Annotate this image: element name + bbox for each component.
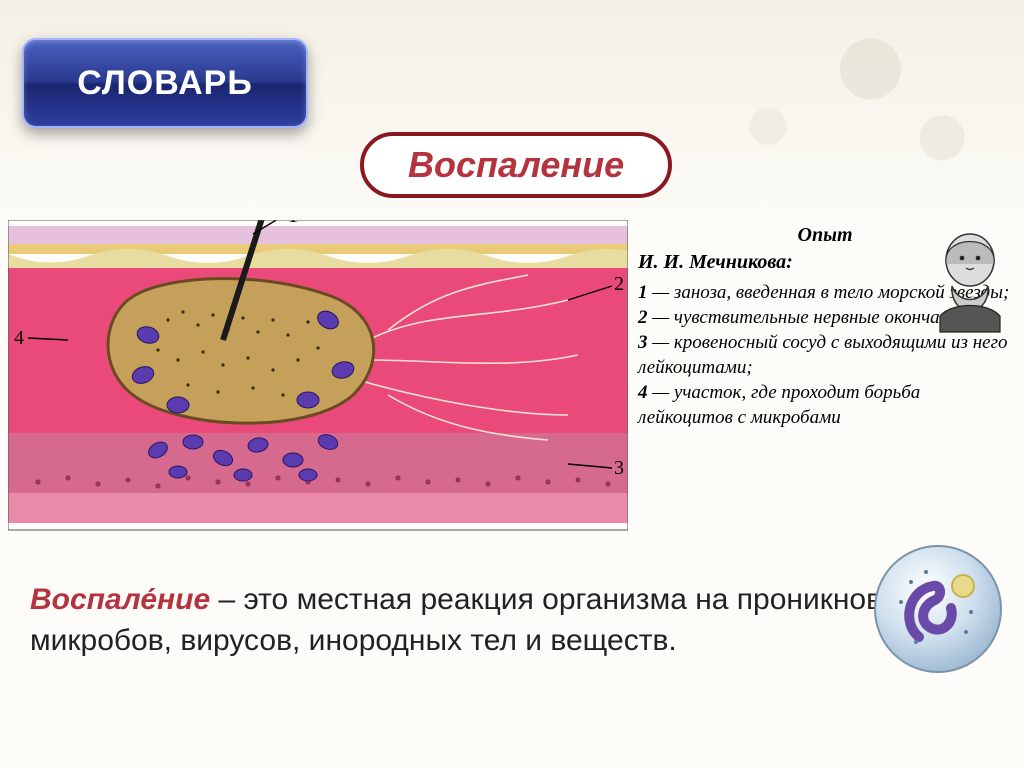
legend-item: 3 — кровеносный сосуд с выходящими из не… [638,330,1012,380]
legend-num: 3 [638,332,648,353]
legend-column: Опыт И. И. Мечникова: 1 — заноза, введен… [628,220,1024,540]
legend-num: 2 [638,307,648,328]
legend-text: кровеносный сосуд с выходящими из него л… [638,332,1007,378]
callout-3: 3 [614,457,624,479]
title-text: Воспаление [408,144,624,185]
callout-2: 2 [614,273,624,295]
legend-num: 4 [638,382,648,403]
callout-1: 1 [288,220,298,227]
callout-4: 4 [14,327,24,349]
legend-text: участок, где проходит борьба лейкоцитов … [638,382,920,428]
dictionary-badge: СЛОВАРЬ [22,38,308,128]
legend-item: 4 — участок, где проходит борьба лейкоци… [638,380,1012,430]
legend-num: 1 [638,282,648,303]
definition-paragraph: Воспале́ние – это местная реакция органи… [30,580,994,661]
topic-title: Воспаление [360,132,672,198]
inflammation-diagram: 1 2 3 4 [8,220,628,540]
badge-label: СЛОВАРЬ [77,64,253,103]
mechnikov-portrait-icon [922,224,1018,334]
content-row: 1 2 3 4 Опыт И. И. Мечникова: 1 — заноза… [0,220,1024,540]
definition-term: Воспале́ние [30,583,210,616]
diagram-svg: 1 2 3 4 [8,220,628,540]
cell-decorative-icon [871,542,1006,677]
